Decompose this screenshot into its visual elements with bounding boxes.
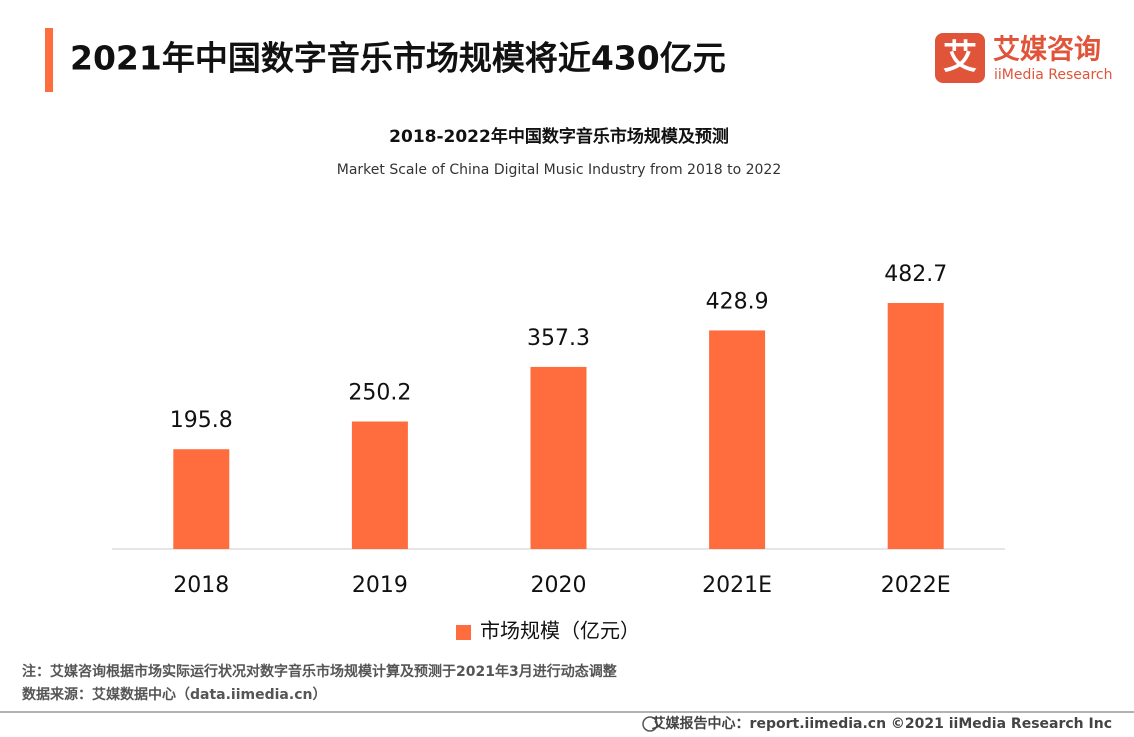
data-label: 195.8 — [170, 408, 233, 433]
data-label: 250.2 — [348, 380, 411, 405]
x-tick-label: 2019 — [352, 573, 408, 598]
logo-english: iiMedia Research — [994, 67, 1113, 83]
bar — [173, 449, 230, 549]
legend-label: 市场规模（亿元） — [480, 619, 640, 643]
logo-icon-bg — [935, 33, 985, 83]
data-label: 428.9 — [706, 289, 769, 314]
source: 数据来源：艾媒数据中心（data.iimedia.cn） — [22, 686, 326, 703]
bar — [887, 303, 944, 549]
data-label: 482.7 — [884, 262, 947, 287]
title-accent — [45, 28, 53, 92]
logo-name: 艾媒咨询 — [993, 34, 1101, 66]
chart-subtitle: Market Scale of China Digital Music Indu… — [337, 162, 782, 178]
footer: 艾媒报告中心：report.iimedia.cn ©2021 iiMedia R… — [652, 715, 1112, 732]
logo-icon: 艾 — [943, 38, 977, 78]
x-tick-label: 2020 — [531, 573, 587, 598]
chart-title: 2018-2022年中国数字音乐市场规模及预测 — [389, 126, 729, 147]
note: 注：艾媒咨询根据市场实际运行状况对数字音乐市场规模计算及预测于2021年3月进行… — [22, 663, 618, 680]
x-tick-label: 2022E — [881, 573, 951, 598]
x-tick-label: 2021E — [702, 573, 772, 598]
x-tick-label: 2018 — [173, 573, 229, 598]
bar — [709, 330, 766, 549]
legend-swatch — [456, 625, 471, 640]
bar — [530, 366, 587, 549]
footer-globe — [642, 716, 658, 732]
page-title: 2021年中国数字音乐市场规模将近430亿元 — [70, 39, 726, 78]
bar — [351, 421, 408, 549]
data-label: 357.3 — [527, 326, 590, 351]
